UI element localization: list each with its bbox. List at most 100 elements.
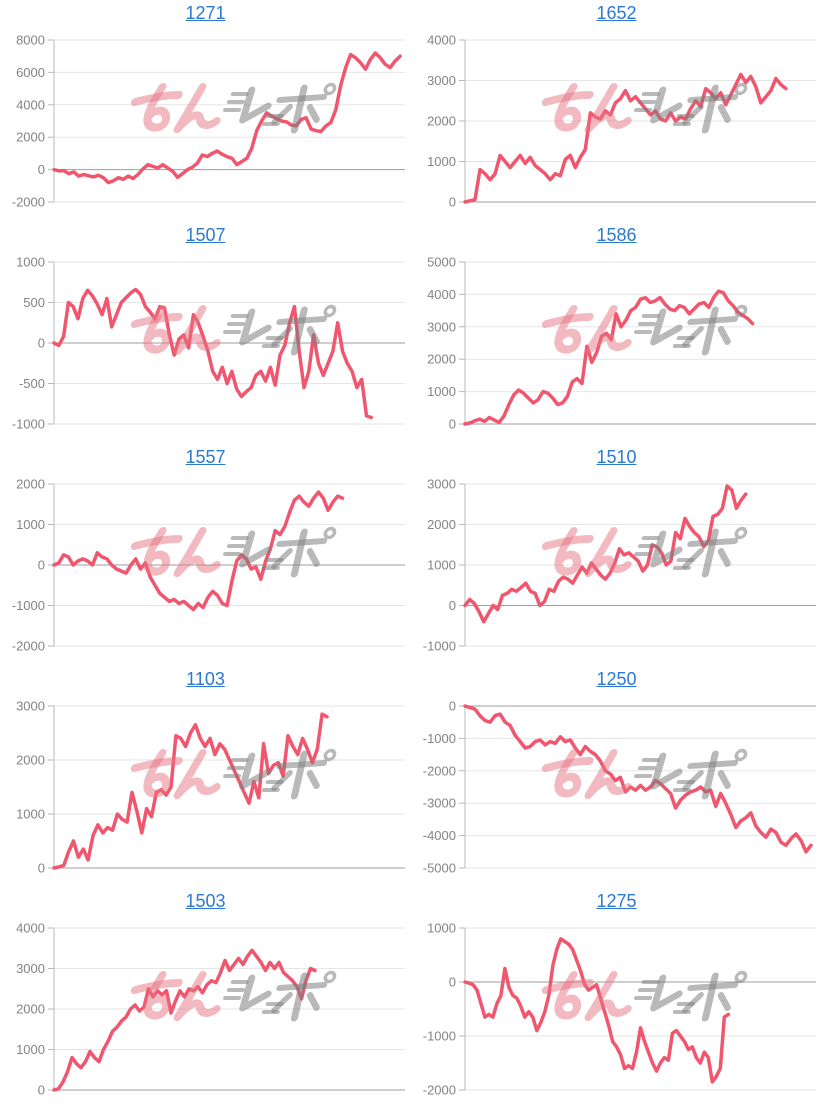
line-chart: 4000 3000 2000 1000 0: [16, 921, 405, 1098]
y-axis-label: 0: [38, 162, 45, 177]
y-axis-label: 1000: [427, 384, 456, 399]
y-axis-label: -2000: [12, 195, 45, 210]
series-line: [52, 712, 329, 870]
y-axis-label: 2000: [427, 352, 456, 367]
chart-cell: 1250 0 -1000 -2000 -3000 -4000 -5000: [411, 666, 822, 888]
chart-title-row: 1652: [411, 0, 822, 26]
y-axis-label: 1000: [16, 807, 45, 822]
y-axis-label: 4000: [427, 33, 456, 48]
series-line: [463, 289, 755, 426]
y-axis-label: 0: [449, 195, 456, 210]
y-axis-label: 2000: [16, 753, 45, 768]
chart-cell: 1652 4000 3000 2000 1000 0: [411, 0, 822, 222]
chart-cell: 1586 5000 4000 3000 2000 1000 0: [411, 222, 822, 444]
chart-cell: 1503 4000 3000 2000 1000 0: [0, 888, 411, 1110]
y-axis-label: 2000: [16, 130, 45, 145]
line-chart: 3000 2000 1000 0 -1000: [423, 477, 816, 654]
chart-title-row: 1250: [411, 666, 822, 692]
series-line: [52, 51, 402, 185]
machine-number-link[interactable]: 1275: [596, 891, 637, 911]
slump-graph: 0 -1000 -2000 -3000 -4000 -5000: [411, 692, 822, 888]
machine-number-link[interactable]: 1557: [185, 447, 226, 467]
machine-number-link[interactable]: 1103: [186, 669, 225, 689]
y-axis-label: 1000: [16, 517, 45, 532]
slump-graph: 1000 0 -1000 -2000: [411, 914, 822, 1110]
y-axis-label: 1000: [427, 921, 456, 936]
y-axis-label: 6000: [16, 65, 45, 80]
y-axis-label: 0: [449, 699, 456, 714]
y-axis: 4000 3000 2000 1000 0: [427, 33, 816, 210]
slump-graph: 5000 4000 3000 2000 1000 0: [411, 248, 822, 444]
chart-title-row: 1510: [411, 444, 822, 470]
line-chart: 0 -1000 -2000 -3000 -4000 -5000: [423, 699, 816, 876]
series-line: [463, 937, 731, 1084]
y-axis-label: -1000: [423, 1029, 456, 1044]
y-axis: 5000 4000 3000 2000 1000 0: [427, 255, 816, 432]
y-axis-label: -5000: [423, 861, 456, 876]
slump-graph: 3000 2000 1000 0 -1000: [411, 470, 822, 666]
y-axis-label: 500: [23, 295, 45, 310]
line-chart: 8000 6000 4000 2000 0 -2000: [12, 33, 405, 210]
y-axis-label: 1000: [16, 255, 45, 270]
y-axis-label: 3000: [427, 73, 456, 88]
y-axis-label: 0: [38, 336, 45, 351]
y-axis-label: -4000: [423, 828, 456, 843]
line-chart: 1000 500 0 -500 -1000: [12, 255, 405, 432]
line-chart: 5000 4000 3000 2000 1000 0: [427, 255, 816, 432]
y-axis-label: -500: [19, 376, 45, 391]
slump-graph: 2000 1000 0 -1000 -2000: [0, 470, 411, 666]
y-axis-label: 3000: [427, 477, 456, 492]
y-axis-label: -1000: [12, 598, 45, 613]
y-axis: 1000 500 0 -500 -1000: [12, 255, 405, 432]
y-axis-label: 2000: [427, 517, 456, 532]
y-axis-label: 0: [449, 975, 456, 990]
line-chart: 2000 1000 0 -1000 -2000: [12, 477, 405, 654]
slump-graph: 3000 2000 1000 0: [0, 692, 411, 888]
y-axis-label: 4000: [16, 921, 45, 936]
chart-title-row: 1103: [0, 666, 411, 692]
y-axis-label: 0: [38, 1083, 45, 1098]
machine-number-link[interactable]: 1503: [185, 891, 226, 911]
y-axis-label: 8000: [16, 33, 45, 48]
chart-cell: 1271 8000 6000 4000 2000 0 -2000: [0, 0, 411, 222]
y-axis-label: 2000: [16, 1002, 45, 1017]
y-axis-label: -1000: [423, 731, 456, 746]
y-axis: 4000 3000 2000 1000 0: [16, 921, 405, 1098]
machine-number-link[interactable]: 1271: [185, 3, 226, 23]
y-axis-label: 0: [449, 598, 456, 613]
y-axis-label: 2000: [427, 114, 456, 129]
slump-graph: 4000 3000 2000 1000 0: [411, 26, 822, 222]
y-axis-label: 3000: [16, 699, 45, 714]
chart-cell: 1275 1000 0 -1000 -2000: [411, 888, 822, 1110]
y-axis: 3000 2000 1000 0 -1000: [423, 477, 816, 654]
chart-cell: 1557 2000 1000 0 -1000 -2000: [0, 444, 411, 666]
machine-number-link[interactable]: 1586: [596, 225, 637, 245]
chart-cell: 1510 3000 2000 1000 0 -1000: [411, 444, 822, 666]
machine-number-link[interactable]: 1652: [596, 3, 637, 23]
y-axis-label: -2000: [423, 763, 456, 778]
y-axis: 8000 6000 4000 2000 0 -2000: [12, 33, 405, 210]
series-line: [52, 490, 345, 612]
machine-number-link[interactable]: 1250: [596, 669, 637, 689]
machine-number-link[interactable]: 1507: [185, 225, 226, 245]
y-axis-label: -3000: [423, 796, 456, 811]
slump-graph: 8000 6000 4000 2000 0 -2000: [0, 26, 411, 222]
chart-title-row: 1557: [0, 444, 411, 470]
y-axis-label: 1000: [427, 154, 456, 169]
y-axis-label: 0: [449, 417, 456, 432]
y-axis: 2000 1000 0 -1000 -2000: [12, 477, 405, 654]
series-line: [52, 948, 317, 1092]
y-axis-label: -2000: [12, 639, 45, 654]
chart-cell: 1103 3000 2000 1000 0: [0, 666, 411, 888]
slump-graph: 4000 3000 2000 1000 0: [0, 914, 411, 1110]
machine-number-link[interactable]: 1510: [596, 447, 637, 467]
series-line: [463, 72, 788, 204]
chart-title-row: 1507: [0, 222, 411, 248]
series-line: [52, 287, 374, 420]
y-axis: 0 -1000 -2000 -3000 -4000 -5000: [423, 699, 816, 876]
y-axis-label: 2000: [16, 477, 45, 492]
y-axis-label: -2000: [423, 1083, 456, 1098]
y-axis-label: 3000: [16, 961, 45, 976]
y-axis-label: 4000: [16, 97, 45, 112]
